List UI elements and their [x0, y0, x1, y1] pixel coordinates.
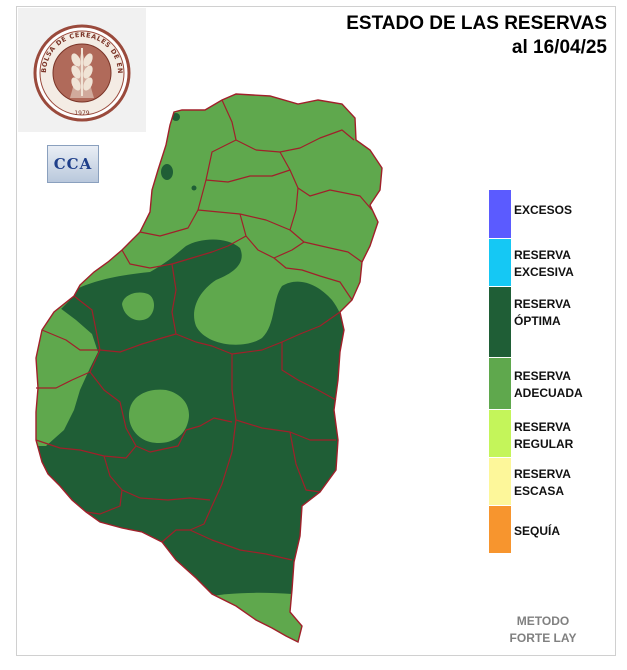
zone-optima-spot-1 [161, 164, 173, 180]
method-note: METODO FORTE LAY [496, 613, 590, 647]
zone-adecuada-south [190, 592, 310, 642]
title-line-1: ESTADO DE LAS RESERVAS [346, 13, 607, 34]
legend-label-regular: RESERVA REGULAR [514, 420, 574, 451]
legend-label-excesos: EXCESOS [514, 203, 573, 217]
zone-adecuada-west [36, 308, 98, 446]
legend-label-sequia: SEQUÍA [514, 524, 561, 538]
bolsa-cereales-logo: BOLSA DE CEREALES DE ENTRE RÍOS 1979 [15, 1, 131, 122]
zone-adecuada-island-center [128, 389, 190, 444]
legend-swatch-sequia [489, 506, 511, 553]
legend-swatch-adecuada [489, 358, 511, 409]
legend-label-excesiva: RESERVA EXCESIVA [514, 248, 574, 279]
legend-label-adecuada: RESERVA ADECUADA [514, 369, 583, 400]
zone-optima-spot-2 [191, 185, 197, 191]
title-date: al 16/04/25 [511, 37, 607, 58]
zone-optima-spot-3 [172, 113, 180, 121]
logo-year: 1979 [74, 110, 89, 117]
legend-swatch-excesiva [489, 239, 511, 286]
legend-swatch-escasa [489, 458, 511, 505]
method-line-1: METODO [516, 614, 570, 628]
legend-swatch-regular [489, 410, 511, 457]
legend-swatch-excesos [489, 190, 511, 238]
method-line-2: FORTE LAY [509, 631, 577, 645]
legend-label-escasa: RESERVA ESCASA [514, 467, 571, 498]
zone-adecuada-island-north [122, 292, 154, 321]
cca-badge: CCA [47, 145, 99, 183]
zone-optima-main [36, 239, 351, 642]
legend-label-optima: RESERVA ÓPTIMA [514, 297, 571, 328]
logo-panel: BOLSA DE CEREALES DE ENTRE RÍOS 1979 [15, 1, 146, 132]
department-borders [35, 99, 373, 561]
legend-swatch-optima [489, 287, 511, 357]
page-title: ESTADO DE LAS RESERVAS al 16/04/25 [346, 12, 607, 60]
